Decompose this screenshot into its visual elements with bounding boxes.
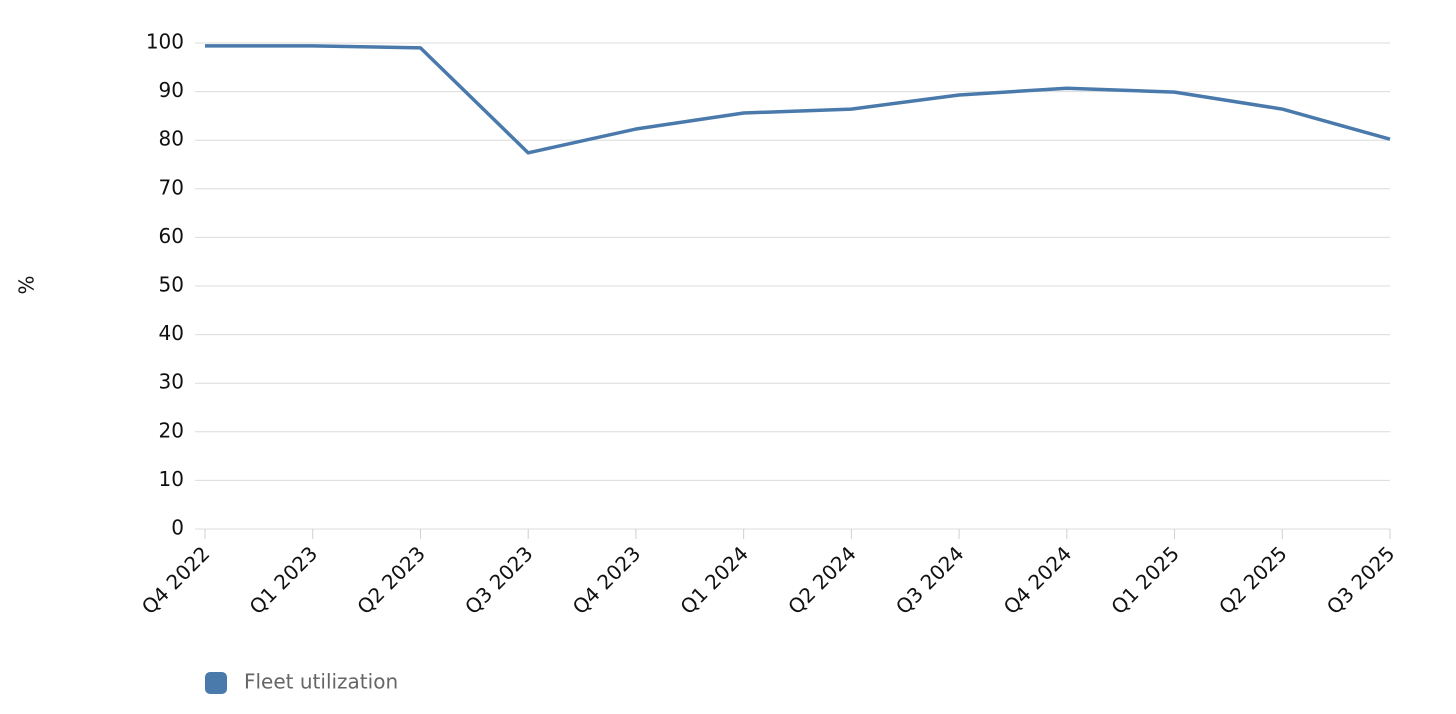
x-tick-label: Q3 2024 [891,541,969,619]
y-tick-label: 100 [146,30,184,54]
y-axis-label: % [15,275,39,294]
x-tick-label: Q3 2025 [1322,541,1400,619]
x-tick-label: Q4 2024 [999,541,1077,619]
y-tick-label: 40 [159,321,184,345]
x-tick-label: Q1 2024 [675,541,753,619]
y-tick-label: 50 [159,273,184,297]
data-line [205,44,1391,155]
x-tick-label: Q4 2022 [137,541,215,619]
y-tick-label: 20 [159,418,184,442]
x-tick-label: Q3 2023 [460,541,538,619]
legend-label: Fleet utilization [244,670,398,694]
y-tick-label: 90 [159,78,184,102]
y-tick-label: 80 [159,127,184,151]
y-tick-label: 30 [159,370,184,394]
x-tick-label: Q2 2024 [783,541,861,619]
y-tick-label: 70 [159,175,184,199]
legend-swatch [205,672,227,694]
x-tick-label: Q1 2025 [1106,541,1184,619]
x-tick-label: Q1 2023 [245,541,323,619]
x-tick-label: Q2 2023 [352,541,430,619]
y-tick-label: 0 [171,516,184,540]
y-tick-label: 10 [159,467,184,491]
x-tick-label: Q4 2023 [568,541,646,619]
y-tick-label: 60 [159,224,184,248]
x-tick-label: Q2 2025 [1214,541,1292,619]
